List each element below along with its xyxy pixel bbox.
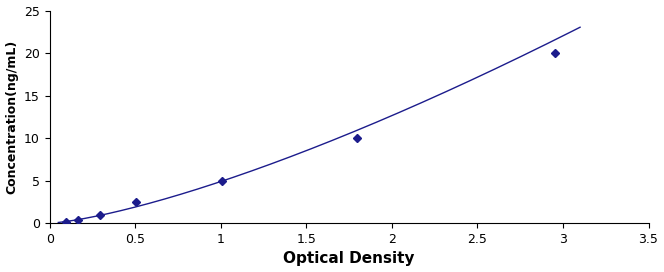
- X-axis label: Optical Density: Optical Density: [284, 251, 415, 267]
- Y-axis label: Concentration(ng/mL): Concentration(ng/mL): [5, 40, 19, 194]
